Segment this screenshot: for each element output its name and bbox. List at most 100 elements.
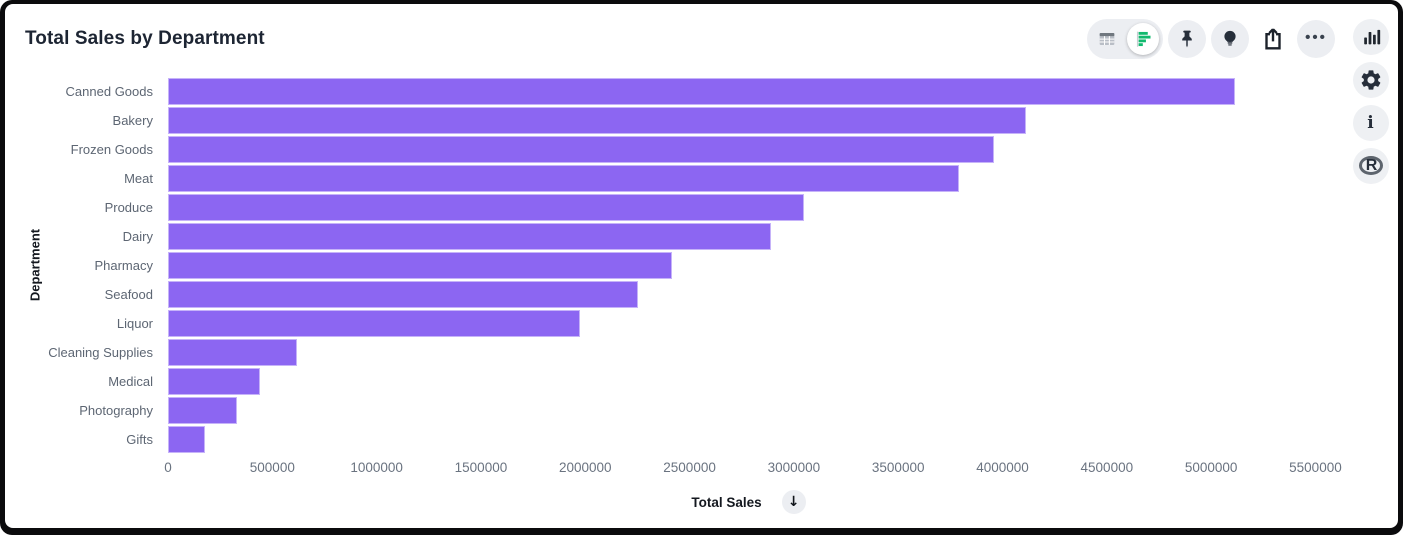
bar-rows: Canned Goods Bakery Frozen Goods Meat Produc… [5, 77, 1343, 454]
gear-icon [1359, 68, 1383, 92]
x-tick-label: 0 [164, 460, 172, 475]
bar-row: Cleaning Supplies [5, 338, 1343, 367]
y-tick-label: Seafood [104, 287, 153, 302]
bar-chart-icon [1132, 28, 1154, 50]
bar-row: Liquor [5, 309, 1343, 338]
bar-row: Produce [5, 193, 1343, 222]
lightbulb-icon [1219, 28, 1241, 50]
bar[interactable] [168, 165, 959, 192]
r-logo-ring-icon [1358, 156, 1383, 175]
bar-track [168, 164, 1329, 193]
bar[interactable] [168, 281, 639, 308]
bar-track [168, 425, 1329, 454]
bar-track [168, 280, 1329, 309]
y-tick-label: Dairy [122, 229, 153, 244]
share-button[interactable] [1254, 20, 1292, 58]
content-column: Total Sales by Department [5, 4, 1343, 528]
pin-icon [1176, 28, 1198, 50]
bar-row: Seafood [5, 280, 1343, 309]
x-tick-label: 1000000 [350, 460, 403, 475]
chart-card: Total Sales by Department [5, 4, 1398, 528]
bar-track [168, 77, 1329, 106]
y-tick-label: Pharmacy [94, 258, 153, 273]
info-icon: i [1367, 112, 1374, 133]
card-header: Total Sales by Department [5, 4, 1343, 68]
x-axis-title: Total Sales [691, 494, 762, 510]
x-axis-ticks: 0 500000 1000000 1500000 2000000 2500000 30000… [164, 460, 1341, 478]
toolbar: ••• [1087, 19, 1335, 59]
bar[interactable] [168, 368, 260, 395]
more-options-icon: ••• [1305, 28, 1327, 46]
x-tick-label: 5500000 [1289, 460, 1342, 475]
y-tick-label: Cleaning Supplies [48, 345, 153, 360]
bar[interactable] [168, 339, 298, 366]
settings-button[interactable] [1352, 62, 1389, 98]
r-logo-icon: R [1365, 157, 1378, 174]
bar-track [168, 367, 1329, 396]
x-tick-label: 2500000 [663, 460, 716, 475]
bar[interactable] [168, 252, 672, 279]
table-view-button[interactable] [1091, 23, 1123, 55]
x-axis-label-row: Total Sales ↓ [168, 490, 1329, 514]
y-tick-label: Liquor [116, 316, 153, 331]
y-tick-label: Produce [104, 200, 153, 215]
share-icon [1260, 26, 1286, 52]
x-tick-label: 1500000 [454, 460, 508, 475]
chart-area: Department Canned Goods Bakery Frozen Good… [5, 77, 1343, 514]
pin-button[interactable] [1168, 20, 1206, 58]
r-logo-button[interactable]: R [1352, 148, 1389, 184]
info-button[interactable]: i [1352, 105, 1389, 141]
bar-track [168, 193, 1329, 222]
x-tick-label: 3000000 [767, 460, 821, 475]
bar-row: Gifts [5, 425, 1343, 454]
page-title: Total Sales by Department [25, 28, 265, 49]
x-tick-label: 4500000 [1080, 460, 1134, 475]
bar-row: Photography [5, 396, 1343, 425]
bars-icon [1360, 26, 1382, 48]
bar-track [168, 222, 1329, 251]
y-tick-label: Photography [79, 403, 153, 418]
view-toggle [1087, 19, 1163, 59]
bar-track [168, 396, 1329, 425]
x-tick-label: 4000000 [976, 460, 1029, 475]
more-options-button[interactable]: ••• [1297, 20, 1335, 58]
y-tick-label: Gifts [126, 432, 153, 447]
bar-track [168, 135, 1329, 164]
insights-button[interactable] [1211, 20, 1249, 58]
y-tick-label: Meat [124, 171, 153, 186]
table-icon [1096, 28, 1118, 50]
bar-track [168, 338, 1329, 367]
x-tick-label: 2000000 [558, 460, 612, 475]
bar-track [168, 106, 1329, 135]
chart-panel-button[interactable] [1352, 19, 1389, 55]
bar[interactable] [168, 78, 1236, 105]
bar-track [168, 309, 1329, 338]
bar[interactable] [168, 397, 237, 424]
bar[interactable] [168, 194, 805, 221]
bar-row: Frozen Goods [5, 135, 1343, 164]
y-tick-label: Bakery [112, 113, 153, 128]
y-tick-label: Medical [108, 374, 153, 389]
bar[interactable] [168, 426, 205, 453]
bar[interactable] [168, 107, 1027, 134]
x-tick-label: 5000000 [1184, 460, 1238, 475]
bar-track [168, 251, 1329, 280]
bar[interactable] [168, 310, 581, 337]
y-axis-title: Department [27, 228, 43, 302]
bar-row: Canned Goods [5, 77, 1343, 106]
arrow-down-icon: ↓ [787, 494, 800, 510]
right-rail: i R [1343, 4, 1398, 528]
chart-view-button[interactable] [1127, 23, 1159, 55]
bar[interactable] [168, 136, 995, 163]
bar-row: Bakery [5, 106, 1343, 135]
y-tick-label: Canned Goods [65, 84, 153, 99]
x-tick-label: 500000 [249, 460, 295, 475]
sort-descending-button[interactable]: ↓ [781, 490, 806, 514]
bar-row: Dairy [5, 222, 1343, 251]
x-tick-label: 3500000 [871, 460, 925, 475]
bar[interactable] [168, 223, 771, 250]
bar-row: Medical [5, 367, 1343, 396]
bar-row: Meat [5, 164, 1343, 193]
bar-row: Pharmacy [5, 251, 1343, 280]
